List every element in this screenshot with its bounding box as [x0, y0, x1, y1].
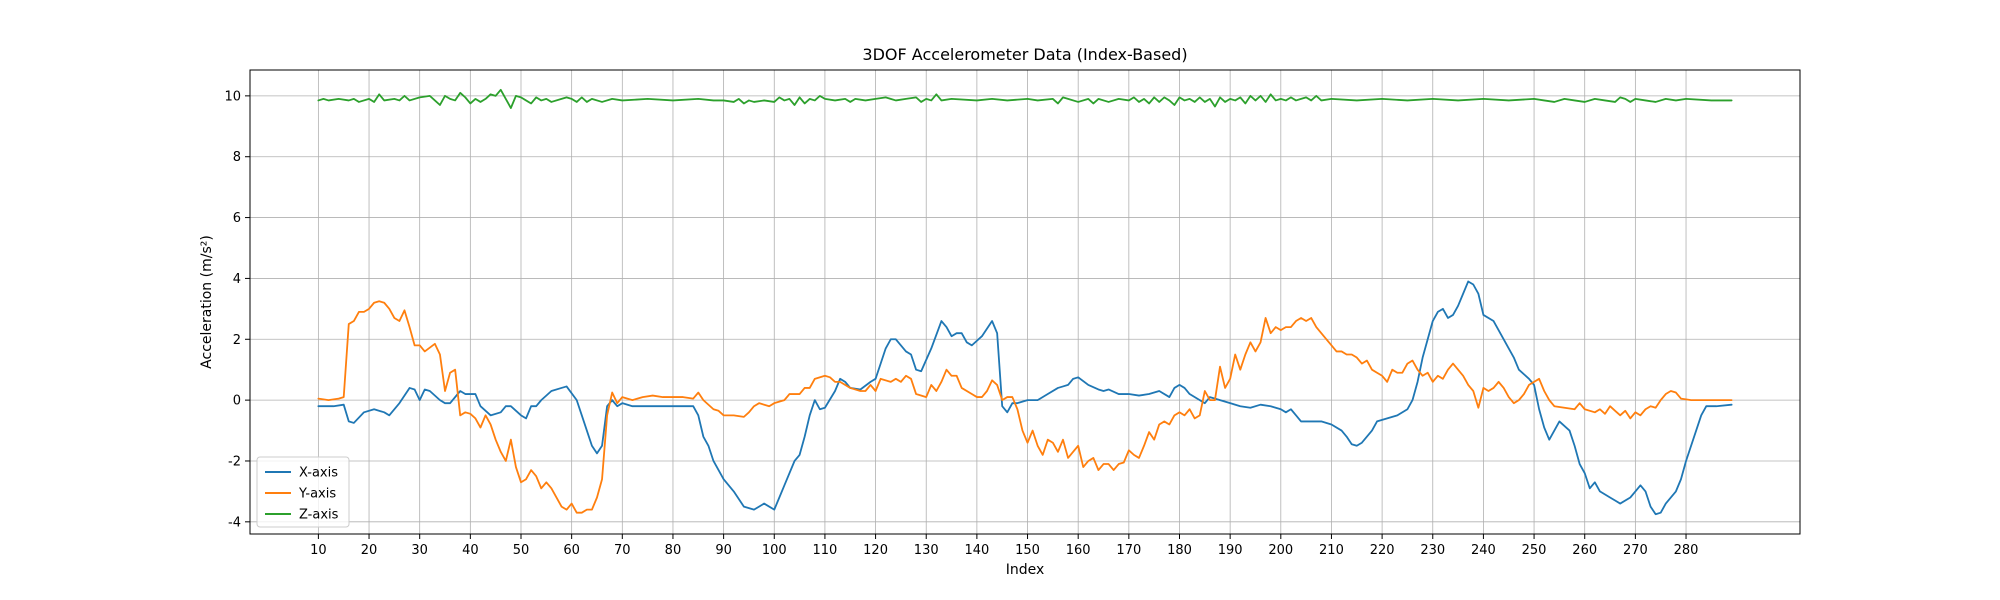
x-tick-label: 30: [411, 543, 428, 558]
y-tick-label: 0: [233, 394, 241, 409]
y-axis-label: Acceleration (m/s²): [199, 235, 215, 369]
x-tick-label: 40: [462, 543, 479, 558]
x-tick-label: 280: [1674, 543, 1699, 558]
plot-area: [250, 70, 1800, 534]
y-tick-label: -4: [228, 515, 241, 530]
x-tick-label: 100: [762, 543, 787, 558]
legend-entries: X-axis Y-axis Z-axis: [265, 466, 339, 523]
x-axis-label: Index: [1006, 562, 1045, 578]
legend-label-x-axis: X-axis: [299, 466, 338, 481]
x-tick-label: 210: [1319, 543, 1344, 558]
x-tick-label: 130: [914, 543, 939, 558]
x-tick-label: 250: [1522, 543, 1547, 558]
legend-label-y-axis: Y-axis: [298, 487, 336, 502]
plot-frame: [249, 69, 1801, 535]
x-tick-label: 90: [715, 543, 732, 558]
series-lines: [317, 88, 1733, 516]
x-tick-label: 70: [614, 543, 631, 558]
x-tick-label: 20: [361, 543, 378, 558]
x-tick-label: 160: [1066, 543, 1091, 558]
series-line-x-axis: [317, 280, 1733, 516]
x-tick-label: 240: [1471, 543, 1496, 558]
x-tick-label: 230: [1420, 543, 1445, 558]
x-tick-label: 150: [1015, 543, 1040, 558]
y-tick-label: -2: [228, 454, 241, 469]
x-tick-label: 180: [1167, 543, 1192, 558]
gridlines: [250, 70, 1800, 534]
y-tick-label: 8: [233, 150, 241, 165]
x-tick-label: 50: [513, 543, 530, 558]
x-tick-label: 260: [1572, 543, 1597, 558]
chart-title: 3DOF Accelerometer Data (Index-Based): [862, 45, 1187, 64]
x-axis-ticks: 10 20 30 40 50 60 70 80 90 100 110 120 130 140 150 160 1…: [310, 534, 1698, 558]
x-tick-label: 140: [964, 543, 989, 558]
x-tick-label: 80: [665, 543, 682, 558]
x-tick-label: 190: [1218, 543, 1243, 558]
y-axis-ticks: -4 -2 0 2 4 6 8 10: [224, 89, 250, 530]
x-tick-label: 220: [1370, 543, 1395, 558]
x-tick-label: 120: [863, 543, 888, 558]
x-tick-label: 10: [310, 543, 327, 558]
legend-box: [256, 456, 350, 528]
series-line-z-axis: [317, 88, 1733, 109]
x-tick-label: 110: [813, 543, 838, 558]
legend-label-z-axis: Z-axis: [299, 508, 339, 523]
y-tick-label: 4: [233, 272, 241, 287]
x-tick-label: 270: [1623, 543, 1648, 558]
y-tick-label: 2: [233, 333, 241, 348]
y-tick-label: 10: [224, 89, 241, 104]
x-tick-label: 170: [1116, 543, 1141, 558]
x-tick-label: 60: [563, 543, 580, 558]
x-tick-label: 200: [1268, 543, 1293, 558]
series-line-y-axis: [317, 300, 1733, 514]
y-tick-label: 6: [233, 211, 241, 226]
legend: X-axis Y-axis Z-axis: [256, 456, 350, 528]
